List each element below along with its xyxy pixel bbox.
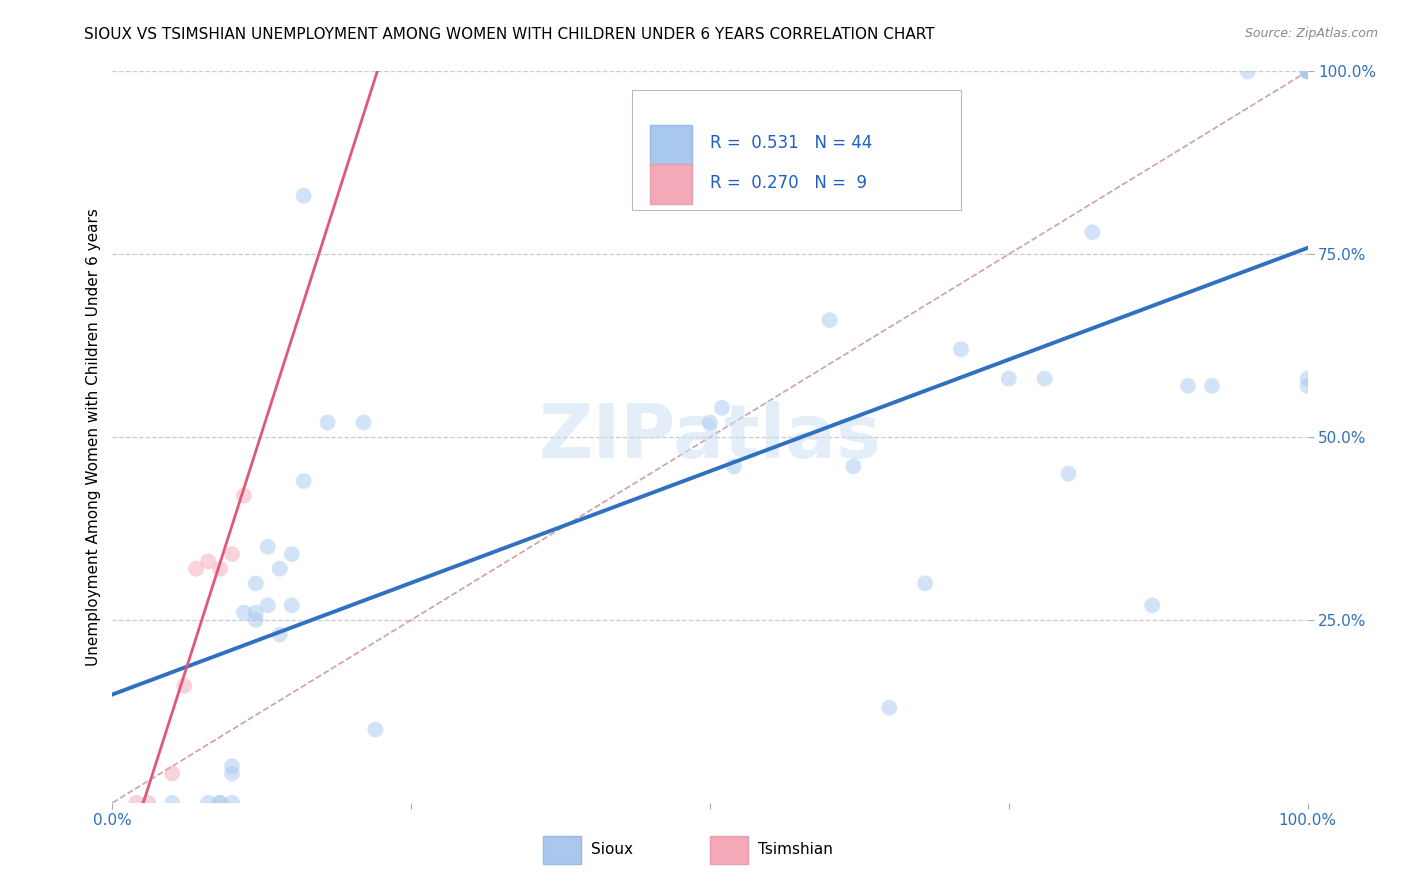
Point xyxy=(221,766,243,780)
Point xyxy=(1057,467,1080,481)
FancyBboxPatch shape xyxy=(651,125,692,165)
Point xyxy=(221,547,243,561)
FancyBboxPatch shape xyxy=(633,90,962,211)
Point xyxy=(186,562,208,576)
FancyBboxPatch shape xyxy=(651,164,692,204)
Point xyxy=(1142,599,1164,613)
Point xyxy=(209,562,232,576)
Point xyxy=(197,554,219,568)
Point xyxy=(209,796,232,810)
Point xyxy=(138,796,160,810)
Point xyxy=(998,371,1021,385)
Point xyxy=(245,606,267,620)
Point xyxy=(197,796,219,810)
Y-axis label: Unemployment Among Women with Children Under 6 years: Unemployment Among Women with Children U… xyxy=(86,208,101,666)
Point xyxy=(257,540,280,554)
Point xyxy=(1296,64,1319,78)
Text: ZIPatlas: ZIPatlas xyxy=(538,401,882,474)
Text: Sioux: Sioux xyxy=(591,842,633,857)
Point xyxy=(316,416,339,430)
Point xyxy=(1033,371,1056,385)
Point xyxy=(364,723,387,737)
Point xyxy=(209,796,232,810)
FancyBboxPatch shape xyxy=(710,836,748,863)
Text: R =  0.531   N = 44: R = 0.531 N = 44 xyxy=(710,134,872,152)
Text: R =  0.270   N =  9: R = 0.270 N = 9 xyxy=(710,174,868,192)
Point xyxy=(281,547,304,561)
Point xyxy=(162,766,183,780)
Point xyxy=(1296,64,1319,78)
Point xyxy=(125,796,148,810)
Point xyxy=(842,459,865,474)
Point xyxy=(818,313,841,327)
Point xyxy=(1081,225,1104,239)
Text: Source: ZipAtlas.com: Source: ZipAtlas.com xyxy=(1244,27,1378,40)
Point xyxy=(269,627,291,641)
Point xyxy=(711,401,734,415)
Point xyxy=(233,489,256,503)
Point xyxy=(699,416,721,430)
Point xyxy=(292,474,315,488)
Point xyxy=(1296,64,1319,78)
Point xyxy=(723,459,745,474)
Point xyxy=(914,576,936,591)
Point xyxy=(1201,379,1223,393)
Point xyxy=(221,796,243,810)
Text: Tsimshian: Tsimshian xyxy=(758,842,832,857)
Point xyxy=(1296,379,1319,393)
Point xyxy=(1296,371,1319,385)
Point xyxy=(879,700,901,714)
Point xyxy=(1237,64,1260,78)
Point xyxy=(269,562,291,576)
Point xyxy=(352,416,374,430)
Point xyxy=(950,343,973,357)
Point xyxy=(173,679,195,693)
Point xyxy=(1296,64,1319,78)
Point xyxy=(292,188,315,202)
Point xyxy=(1177,379,1199,393)
Point xyxy=(281,599,304,613)
Point xyxy=(221,759,243,773)
Point xyxy=(233,606,256,620)
Point xyxy=(245,613,267,627)
FancyBboxPatch shape xyxy=(543,836,581,863)
Text: SIOUX VS TSIMSHIAN UNEMPLOYMENT AMONG WOMEN WITH CHILDREN UNDER 6 YEARS CORRELAT: SIOUX VS TSIMSHIAN UNEMPLOYMENT AMONG WO… xyxy=(84,27,935,42)
Point xyxy=(162,796,183,810)
Point xyxy=(257,599,280,613)
Point xyxy=(245,576,267,591)
